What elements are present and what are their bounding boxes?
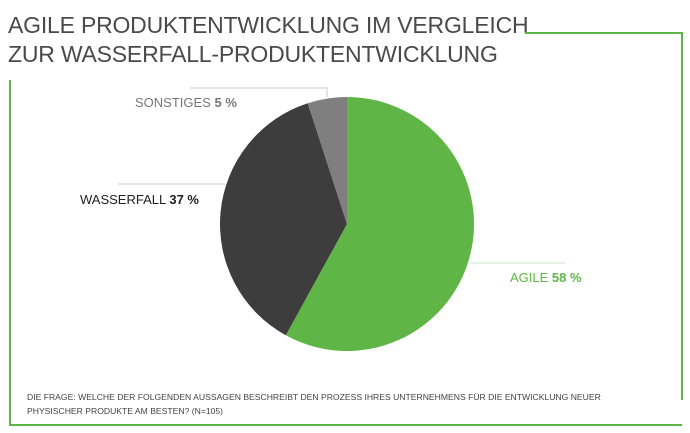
label-agile: AGILE 58 % xyxy=(510,270,582,285)
label-wasserfall: WASSERFALL 37 % xyxy=(80,192,199,207)
pie-slice-sonstiges xyxy=(307,97,347,224)
footnote-line2: PHYSISCHER PRODUKTE AM BESTEN? (N=105) xyxy=(27,406,224,416)
survey-question-footnote: DIE FRAGE: WELCHE DER FOLGENDEN AUSSAGEN… xyxy=(27,390,667,418)
chart-title-line2: ZUR WASSERFALL-PRODUKTENTWICKLUNG xyxy=(8,41,498,67)
frame-top-right-line xyxy=(525,32,683,400)
frame-left-bottom-line xyxy=(9,80,682,426)
chart-title-line1: AGILE PRODUKTENTWICKLUNG IM VERGLEICH xyxy=(8,12,529,38)
pie-slices xyxy=(220,97,474,351)
leader-line-sonstiges xyxy=(190,87,328,97)
frame-lines xyxy=(9,32,683,426)
footnote-line1: DIE FRAGE: WELCHE DER FOLGENDEN AUSSAGEN… xyxy=(27,392,601,402)
pie-slice-agile xyxy=(285,97,474,351)
leader-lines xyxy=(118,87,565,264)
pie-slice-wasserfall xyxy=(220,103,347,336)
label-sonstiges: SONSTIGES 5 % xyxy=(135,95,237,110)
